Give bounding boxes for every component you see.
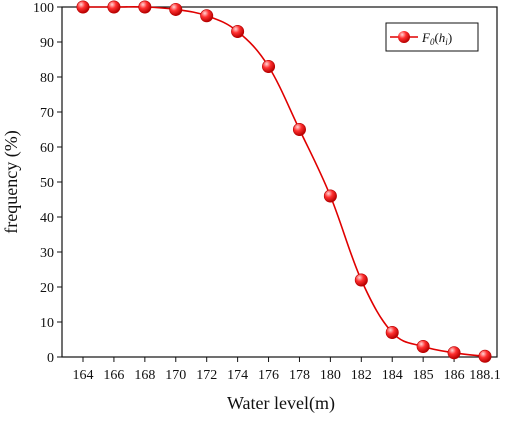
data-point: [354, 273, 368, 287]
y-tick-label: 90: [40, 36, 54, 51]
data-point: [385, 325, 399, 339]
x-tick-label: 182: [351, 368, 372, 383]
x-tick-label: 180: [320, 368, 341, 383]
legend-label: F0(hi): [421, 30, 452, 47]
data-point: [138, 0, 152, 14]
legend: F0(hi): [385, 22, 479, 52]
x-tick-label: 174: [227, 368, 248, 383]
y-tick-label: 20: [40, 281, 54, 296]
x-tick-label: 168: [134, 368, 155, 383]
series-line: [83, 6, 486, 358]
data-point: [478, 349, 492, 363]
data-point: [323, 189, 337, 203]
x-tick-label: 185: [413, 368, 434, 383]
data-point: [200, 9, 214, 23]
x-tick-label: 170: [165, 368, 186, 383]
data-point: [107, 0, 121, 14]
y-tick-label: 40: [40, 211, 54, 226]
x-tick-label: 176: [258, 368, 279, 383]
y-tick-label: 50: [40, 176, 54, 191]
x-tick-label: 166: [103, 368, 124, 383]
x-tick-label: 188.1: [469, 368, 501, 383]
y-tick-label: 60: [40, 141, 54, 156]
x-tick-label: 172: [196, 368, 217, 383]
x-tick-label: 178: [289, 368, 310, 383]
y-tick-label: 80: [40, 71, 54, 86]
x-tick-label: 186: [444, 368, 465, 383]
y-tick-label: 100: [33, 1, 54, 16]
x-axis-ticks: 164 166 168 170 172 174 176 178 180 182 184 185 186 1…: [73, 357, 501, 383]
data-point: [416, 339, 430, 353]
data-point: [262, 59, 276, 73]
data-point: [76, 0, 90, 14]
legend-paren-open: (: [434, 30, 438, 45]
legend-h: h: [439, 30, 446, 45]
plot-frame: [61, 6, 498, 358]
data-point: [231, 24, 245, 38]
legend-marker: [398, 31, 410, 43]
legend-paren-close: ): [448, 30, 452, 45]
y-axis-ticks: 0 10 20 30 40 50 60 70 80 90 100: [33, 1, 62, 366]
y-tick-label: 10: [40, 316, 54, 331]
y-tick-label: 30: [40, 246, 54, 261]
data-point: [292, 123, 306, 137]
x-axis-label: Water level(m): [227, 393, 335, 414]
data-point: [447, 346, 461, 360]
series-layer: [76, 0, 492, 363]
legend-subscript-i: i: [445, 37, 448, 47]
legend-symbol: F: [421, 30, 431, 45]
y-tick-label: 0: [47, 351, 54, 366]
legend-subscript-0: 0: [430, 37, 435, 47]
data-point: [169, 2, 183, 16]
y-tick-label: 70: [40, 106, 54, 121]
x-tick-label: 164: [73, 368, 94, 383]
y-axis-label: frequency (%): [1, 130, 22, 233]
x-tick-label: 184: [382, 368, 403, 383]
